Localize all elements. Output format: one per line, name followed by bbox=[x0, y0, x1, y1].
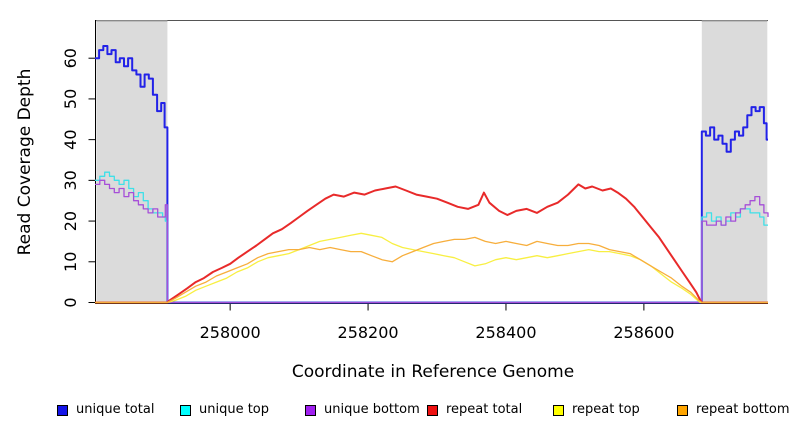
legend-label: unique total bbox=[76, 402, 155, 417]
legend-swatch-unique-top bbox=[180, 404, 191, 416]
legend-label: unique bottom bbox=[324, 402, 420, 417]
legend-item-unique-top: unique top bbox=[180, 402, 269, 418]
x-tick-label: 258400 bbox=[475, 323, 536, 342]
legend-item-unique-bottom: unique bottom bbox=[305, 402, 420, 418]
legend-item-repeat-total: repeat total bbox=[427, 402, 522, 418]
series-line-repeat-total bbox=[95, 183, 768, 304]
y-tick-label: 0 bbox=[61, 297, 80, 307]
legend-item-unique-total: unique total bbox=[57, 402, 154, 418]
series-line-repeat-bottom bbox=[95, 236, 768, 304]
y-axis-title: Read Coverage Depth bbox=[15, 69, 35, 256]
y-tick-label: 20 bbox=[61, 211, 80, 231]
series-lines bbox=[95, 45, 769, 304]
series-line-repeat-top bbox=[95, 232, 768, 304]
masked-flank-right bbox=[701, 21, 768, 302]
series-line-unique-top bbox=[95, 171, 768, 304]
series-line-unique-bottom bbox=[95, 179, 769, 304]
legend-item-repeat-top: repeat top bbox=[553, 402, 640, 418]
legend-label: repeat total bbox=[446, 402, 523, 417]
legend-label: repeat top bbox=[572, 402, 640, 417]
legend-swatch-repeat-bottom bbox=[677, 404, 688, 416]
y-tick-label: 30 bbox=[61, 170, 80, 190]
legend-label: unique top bbox=[199, 402, 270, 417]
y-tick-label: 50 bbox=[61, 89, 80, 109]
tick-labels: 258000 258200 258400 258600 0 10 20 30 40 50 60 bbox=[61, 48, 674, 342]
y-tick-label: 60 bbox=[61, 48, 80, 68]
legend-swatch-unique-total bbox=[57, 404, 68, 416]
y-tick-label: 10 bbox=[61, 252, 80, 272]
x-tick-label: 258600 bbox=[613, 323, 674, 342]
x-axis-title: Coordinate in Reference Genome bbox=[292, 362, 574, 382]
legend-swatch-repeat-top bbox=[553, 404, 564, 416]
y-tick-label: 40 bbox=[61, 129, 80, 149]
legend-swatch-repeat-total bbox=[427, 404, 438, 416]
legend-item-repeat-bottom: repeat bottom bbox=[677, 402, 790, 418]
legend-swatch-unique-bottom bbox=[305, 404, 316, 416]
legend-label: repeat bottom bbox=[696, 402, 790, 417]
x-tick-label: 258000 bbox=[200, 323, 261, 342]
legend: unique total unique top unique bottom re… bbox=[0, 402, 792, 422]
x-tick-label: 258200 bbox=[338, 323, 399, 342]
